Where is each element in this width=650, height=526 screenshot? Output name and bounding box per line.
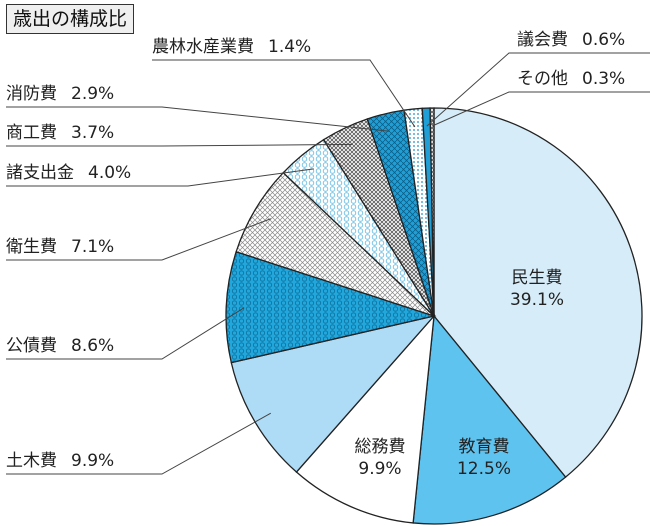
leader-line — [6, 412, 272, 475]
slice-label: 議会費 0.6% — [517, 30, 625, 50]
slice-value-label: 3.7% — [71, 123, 114, 143]
pie-slice — [429, 107, 435, 317]
slice-value-label: 9.9% — [71, 451, 114, 471]
leader-line — [432, 91, 650, 127]
slice-value-label: 8.6% — [71, 336, 114, 356]
slice-label: 消防費 2.9% — [6, 84, 114, 104]
chart-title: 歳出の構成比 — [6, 4, 135, 34]
leader-line — [6, 143, 353, 147]
leader-line — [6, 168, 314, 187]
slice-value-label: 12.5% — [457, 459, 511, 479]
pie-slice — [295, 314, 435, 524]
leader-line — [426, 52, 650, 127]
slice-label: 農林水産業費 1.4% — [152, 37, 311, 57]
slice-value-label: 4.0% — [88, 163, 131, 183]
slice-value-label: 7.1% — [71, 237, 114, 257]
slice-value-label: 39.1% — [510, 290, 564, 310]
slice-label: 公債費 8.6% — [6, 336, 114, 356]
pie-slice — [412, 314, 567, 525]
slice-label: 民生費 — [512, 268, 563, 288]
pie-slice — [433, 107, 643, 479]
slice-label: 教育費 — [459, 437, 510, 457]
leader-line — [6, 106, 390, 132]
slice-label: その他 0.3% — [517, 69, 625, 89]
slice-label: 衛生費 7.1% — [6, 237, 114, 257]
slice-label: 商工費 3.7% — [6, 123, 114, 143]
pie-slice — [225, 250, 437, 364]
slice-value-label: 1.4% — [268, 37, 311, 57]
slice-value-label: 0.3% — [582, 69, 625, 89]
slice-value-label: 2.9% — [71, 84, 114, 104]
slice-label: 諸支出金 4.0% — [6, 163, 131, 183]
slice-label: 土木費 9.9% — [6, 451, 114, 471]
leader-line — [6, 218, 271, 261]
slice-label: 総務費 — [355, 437, 406, 457]
slice-value-label: 9.9% — [358, 459, 401, 479]
leader-line — [152, 59, 416, 128]
leader-line — [6, 307, 245, 360]
slice-value-label: 0.6% — [582, 30, 625, 50]
